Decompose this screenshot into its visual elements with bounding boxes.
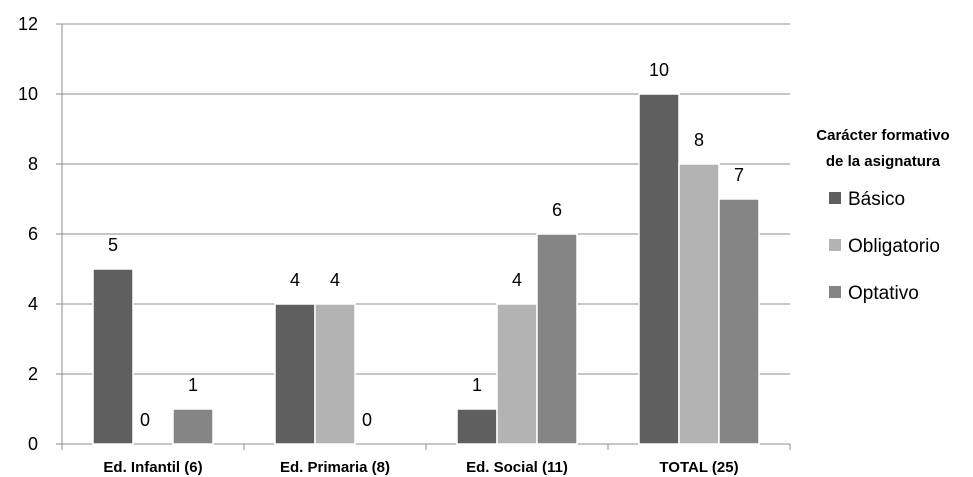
legend-title-line2: de la asignatura xyxy=(826,153,941,170)
y-tick-label: 8 xyxy=(28,154,38,174)
bar xyxy=(638,93,680,445)
category-label: TOTAL (25) xyxy=(659,459,738,476)
bar xyxy=(718,198,760,445)
legend-label: Obligatorio xyxy=(848,236,940,257)
bar xyxy=(274,303,316,445)
data-label: 7 xyxy=(734,165,744,185)
legend-swatch xyxy=(829,286,841,298)
data-label: 10 xyxy=(649,60,669,80)
category-labels: Ed. Infantil (6) Ed. Primaria (8) Ed. Soci… xyxy=(103,459,738,476)
y-tick-label: 12 xyxy=(18,14,38,34)
data-label: 0 xyxy=(140,410,150,430)
legend: Carácter formativo de la asignatura Bási… xyxy=(816,127,949,304)
legend-swatch xyxy=(829,239,841,251)
y-tick-labels: 0 2 4 6 8 10 12 xyxy=(18,14,38,454)
bar xyxy=(92,268,134,445)
category-label: Ed. Infantil (6) xyxy=(103,459,202,476)
data-label: 6 xyxy=(552,200,562,220)
y-tick-label: 0 xyxy=(28,434,38,454)
y-tick-label: 4 xyxy=(28,294,38,314)
bar xyxy=(456,408,498,445)
legend-swatch xyxy=(829,192,841,204)
y-tick-label: 6 xyxy=(28,224,38,244)
data-label: 0 xyxy=(362,410,372,430)
legend-label: Básico xyxy=(848,189,905,210)
data-label: 1 xyxy=(188,375,198,395)
bar xyxy=(314,303,356,445)
bar xyxy=(496,303,538,445)
data-label: 1 xyxy=(472,375,482,395)
legend-items: Básico Obligatorio Optativo xyxy=(829,189,940,304)
data-label: 8 xyxy=(694,130,704,150)
legend-label: Optativo xyxy=(848,283,919,304)
category-label: Ed. Social (11) xyxy=(466,459,568,476)
bars xyxy=(92,93,760,445)
bar xyxy=(678,163,720,445)
y-tick-label: 10 xyxy=(18,84,38,104)
bar xyxy=(172,408,214,445)
data-label: 4 xyxy=(290,270,300,290)
y-tick-label: 2 xyxy=(28,364,38,384)
bar xyxy=(536,233,578,445)
data-labels: 5 0 1 4 4 0 1 4 6 10 8 7 xyxy=(108,60,744,430)
data-label: 4 xyxy=(330,270,340,290)
data-label: 5 xyxy=(108,235,118,255)
data-label: 4 xyxy=(512,270,522,290)
legend-title-line1: Carácter formativo xyxy=(816,127,949,144)
category-label: Ed. Primaria (8) xyxy=(280,459,390,476)
